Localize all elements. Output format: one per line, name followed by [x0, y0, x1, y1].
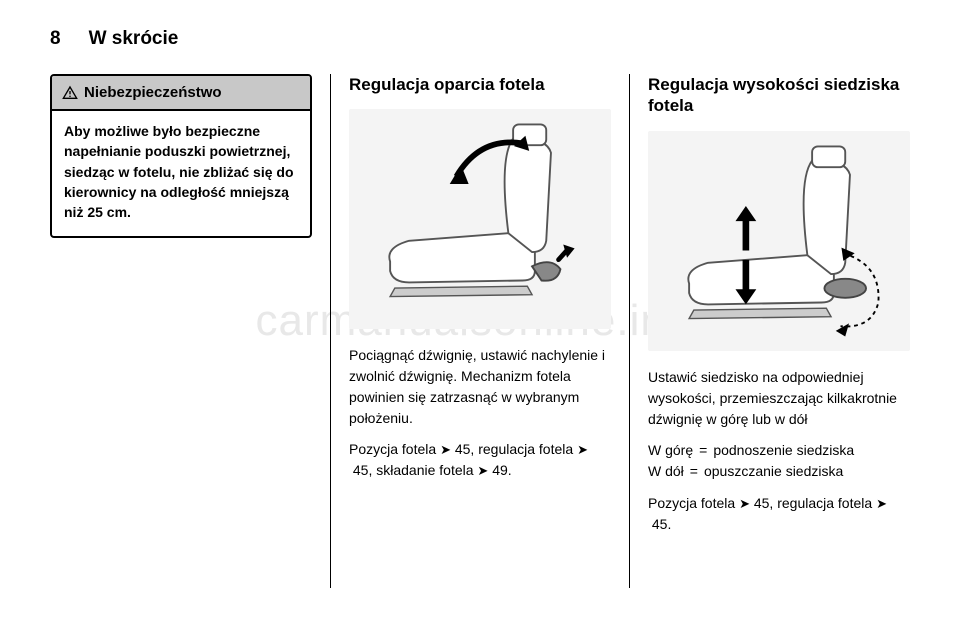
columns-container: Niebezpieczeństwo Aby możliwe było bezpi… [50, 74, 910, 588]
page-header: 8 W skrócie [50, 28, 910, 50]
ref-arrow-icon: ➤ [876, 494, 887, 514]
page-number: 8 [50, 28, 61, 50]
ref-arrow-icon: ➤ [477, 461, 488, 481]
ref-arrow-icon: ➤ [739, 494, 750, 514]
ref-page-3: 49. [492, 462, 511, 478]
col3-heading: Regulacja wysokości siedziska fotela [648, 74, 910, 117]
danger-box: Niebezpieczeństwo Aby możliwe było bezpi… [50, 74, 312, 238]
ref-page-2: 45. [652, 516, 671, 532]
col2-heading: Regulacja oparcia fotela [349, 74, 611, 95]
def-row-up: W górę = podnoszenie siedziska [648, 440, 910, 462]
def-val-down: opuszczanie siedziska [704, 461, 843, 483]
def-row-down: W dół = opuszczanie siedziska [648, 461, 910, 483]
section-title: W skrócie [89, 28, 179, 50]
col2-references: Pozycja fotela ➤ 45, regulacja fotela ➤ … [349, 439, 611, 481]
col3-body: Ustawić siedzisko na odpowiedniej wysoko… [648, 367, 910, 430]
direction-definitions: W górę = podnoszenie siedziska W dół = o… [648, 440, 910, 483]
column-1: Niebezpieczeństwo Aby możliwe było bezpi… [50, 74, 330, 588]
ref-text-1: Pozycja fotela [349, 441, 440, 457]
ref-page-2: 45, składanie fotela [353, 462, 478, 478]
ref-arrow-icon: ➤ [440, 440, 451, 460]
column-2: Regulacja oparcia fotela [330, 74, 629, 588]
def-val-up: podnoszenie siedziska [713, 440, 854, 462]
column-3: Regulacja wysokości siedziska fotela [629, 74, 910, 588]
col3-references: Pozycja fotela ➤ 45, regulacja fotela ➤ … [648, 493, 910, 535]
page-content: 8 W skrócie Niebezpieczeństwo Aby możliw… [0, 0, 960, 642]
ref-text-1: Pozycja fotela [648, 495, 739, 511]
danger-header: Niebezpieczeństwo [52, 76, 310, 111]
danger-label: Niebezpieczeństwo [84, 84, 222, 101]
def-term-down: W dół [648, 461, 684, 483]
danger-body: Aby możliwe było bezpieczne napełnianie … [52, 111, 310, 236]
col2-body: Pociągnąć dźwignię, ustawić nachylenie i… [349, 345, 611, 429]
def-term-up: W górę [648, 440, 693, 462]
ref-arrow-icon: ➤ [577, 440, 588, 460]
warning-triangle-icon [62, 85, 78, 101]
ref-page-1: 45, regulacja fotela [455, 441, 573, 457]
equals-sign: = [699, 440, 707, 462]
seat-recline-figure [349, 109, 611, 329]
equals-sign: = [690, 461, 698, 483]
ref-page-1: 45, regulacja fotela [754, 495, 872, 511]
seat-height-figure [648, 131, 910, 351]
